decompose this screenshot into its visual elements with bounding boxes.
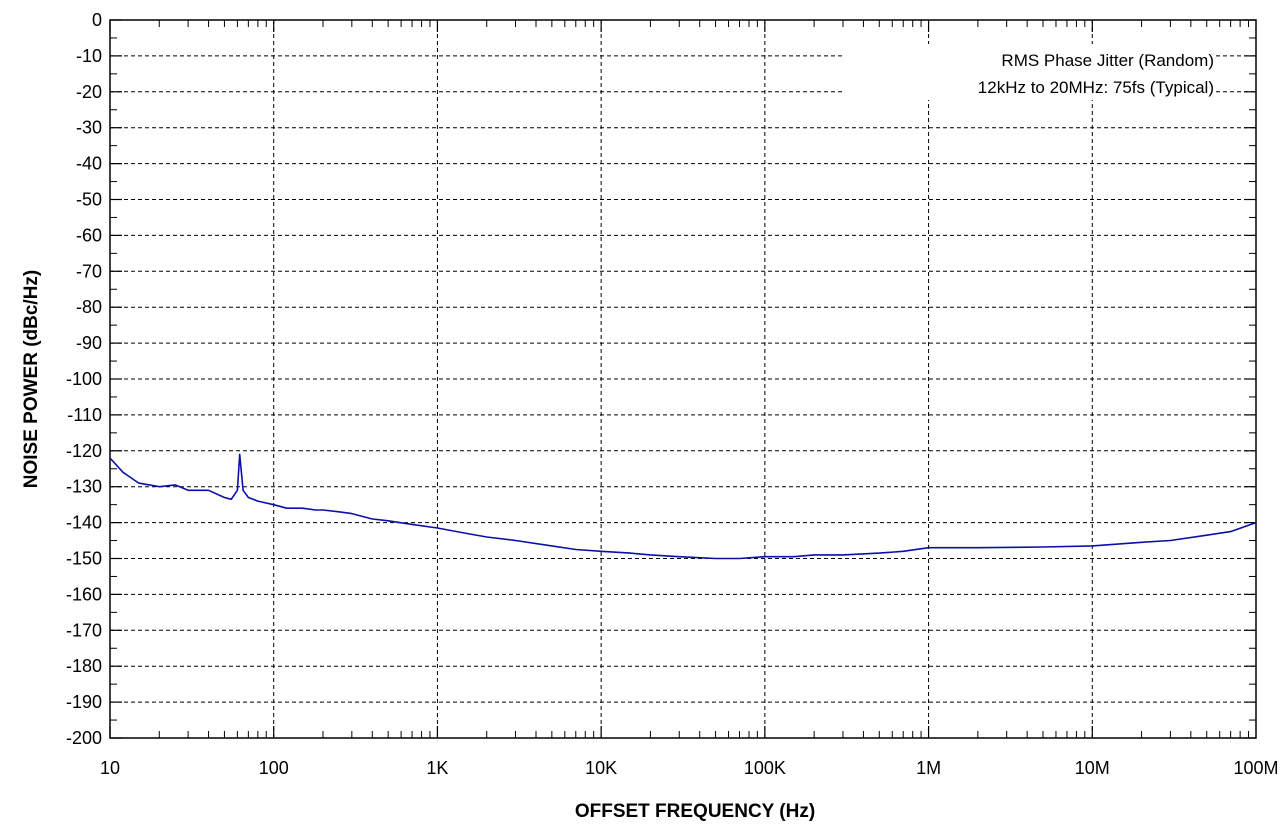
y-tick-label: -70 [76, 261, 102, 281]
noise-power-series-line [109, 453, 1257, 560]
x-tick-label: 100 [259, 758, 289, 778]
x-tick-label: 100K [744, 758, 786, 778]
y-tick-label: -60 [76, 225, 102, 245]
y-tick-label: -30 [76, 118, 102, 138]
x-tick-label: 1M [916, 758, 941, 778]
y-tick-label: -200 [66, 728, 102, 748]
y-tick-labels: 0 -10 -20 -30 -40 -50 -60 -70 -80 -90 -100 -110 -120… [66, 10, 102, 748]
y-tick-label: -90 [76, 333, 102, 353]
y-tick-label: -80 [76, 297, 102, 317]
y-tick-label: -170 [66, 620, 102, 640]
y-tick-label: -100 [66, 369, 102, 389]
y-tick-label: -40 [76, 154, 102, 174]
x-tick-label: 10 [100, 758, 120, 778]
x-tick-label: 10M [1075, 758, 1110, 778]
y-tick-label: -150 [66, 549, 102, 569]
y-tick-label: -130 [66, 477, 102, 497]
plot-area-frame [109, 19, 1257, 739]
x-tick-labels: 10 100 1K 10K 100K 1M 10M 100M [100, 758, 1279, 778]
y-tick-label: -20 [76, 82, 102, 102]
x-tick-label: 1K [426, 758, 448, 778]
y-tick-label: -10 [76, 46, 102, 66]
annotation-background [842, 44, 1216, 100]
annotation-jitter-title: RMS Phase Jitter (Random) [1001, 51, 1214, 70]
y-axis-title: NOISE POWER (dBc/Hz) [21, 270, 42, 489]
x-axis-title: OFFSET FREQUENCY (Hz) [575, 801, 815, 822]
y-tick-label: -190 [66, 692, 102, 712]
y-tick-label: -110 [67, 405, 102, 425]
series-layer [109, 453, 1257, 560]
y-tick-label: -50 [76, 190, 102, 210]
y-tick-label: 0 [92, 10, 102, 30]
y-tick-label: -120 [66, 441, 102, 461]
axis-ticks [109, 19, 1256, 739]
annotation-jitter-value: 12kHz to 20MHz: 75fs (Typical) [978, 78, 1214, 97]
x-tick-label: 10K [585, 758, 617, 778]
y-tick-label: -140 [66, 513, 102, 533]
grid-lines [110, 20, 1256, 738]
x-tick-label: 100M [1233, 758, 1278, 778]
y-tick-label: -160 [66, 584, 102, 604]
y-tick-label: -180 [66, 656, 102, 676]
